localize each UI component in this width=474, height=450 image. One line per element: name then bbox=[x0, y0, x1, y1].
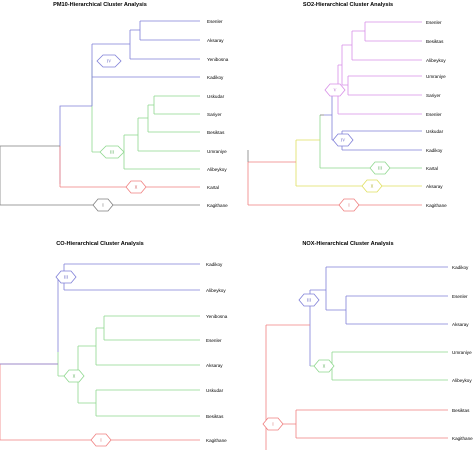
leaf-label: Kartal bbox=[426, 166, 438, 171]
leaf-label: Alibeykoy bbox=[207, 167, 227, 172]
cluster-ii-branch bbox=[295, 139, 422, 187]
leaf-label: Aksaray bbox=[207, 38, 224, 43]
leaf-label: Aksaray bbox=[452, 322, 469, 327]
leaf-label: Esenler bbox=[207, 19, 223, 24]
cluster-badge-iii: III bbox=[369, 161, 391, 175]
leaf-label: Esenler bbox=[452, 294, 468, 299]
panel-co: CO-Hierarchical Cluster Analysis Kadikoy… bbox=[0, 241, 228, 447]
leaf-label: Besiktas bbox=[206, 414, 224, 419]
leaf-label: Besiktas bbox=[426, 39, 444, 44]
leaf-label: Umraniye bbox=[426, 74, 446, 79]
panel-pm10: PM10-Hierarchical Cluster Analysis Esenl… bbox=[0, 2, 229, 212]
leaf-label: Esenler bbox=[426, 20, 442, 25]
svg-text:I: I bbox=[348, 203, 350, 208]
leaf-label: Esenler bbox=[206, 338, 222, 343]
svg-text:III: III bbox=[64, 275, 69, 280]
leaf-label: Esenler bbox=[426, 112, 442, 117]
panel-title: SO2-Hierarchical Cluster Analysis bbox=[303, 2, 393, 8]
leaf-label: Alibeykoy bbox=[452, 378, 472, 383]
leaf-label: Kadikoy bbox=[426, 148, 443, 153]
cluster-badge-ii: II bbox=[361, 179, 383, 193]
cluster-badge-i: I bbox=[90, 433, 112, 447]
cluster-iv-branches bbox=[91, 20, 200, 78]
leaf-label: Kagithane bbox=[206, 438, 227, 443]
svg-text:I: I bbox=[100, 438, 102, 443]
cluster-v-branches bbox=[332, 21, 422, 115]
leaf-label: Kagithane bbox=[207, 203, 228, 208]
leaf-label: Uskudar bbox=[426, 129, 444, 134]
leaf-label: Aksaray bbox=[426, 184, 443, 189]
leaf-label: Umraniye bbox=[452, 350, 472, 355]
leaf-label: Kadikoy bbox=[207, 75, 224, 80]
panel-so2: SO2-Hierarchical Cluster Analysis Esenle… bbox=[247, 2, 447, 212]
leaf-label: Sariyer bbox=[207, 112, 222, 117]
leaf-label: Aksaray bbox=[206, 363, 223, 368]
leaf-label: Yenibosna bbox=[206, 314, 228, 319]
leaf-label: Kagithane bbox=[452, 436, 473, 441]
leaf-label: Umraniye bbox=[207, 149, 227, 154]
leaf-label: Yenibosna bbox=[207, 57, 229, 62]
leaf-label: Besiktas bbox=[207, 130, 225, 135]
leaf-label: Besiktas bbox=[452, 408, 470, 413]
svg-text:III: III bbox=[307, 298, 312, 303]
leaf-label: Kadikoy bbox=[206, 262, 223, 267]
svg-text:II: II bbox=[371, 184, 374, 189]
leaf-label: Sariyer bbox=[426, 93, 441, 98]
cluster-i-branches bbox=[265, 324, 448, 450]
leaf-label: Kartal bbox=[207, 185, 219, 190]
cluster-badge-ii: II bbox=[313, 359, 335, 373]
cluster-badge-iii: III bbox=[298, 293, 320, 307]
cluster-i-branch bbox=[0, 363, 200, 441]
svg-text:II: II bbox=[323, 364, 326, 369]
cluster-badge-iv: IV bbox=[332, 133, 354, 147]
svg-text:III: III bbox=[110, 150, 115, 155]
cluster-badge-i: I bbox=[92, 198, 114, 212]
svg-text:III: III bbox=[378, 166, 383, 171]
cluster-badge-ii: II bbox=[63, 369, 85, 383]
cluster-badge-i: I bbox=[262, 417, 284, 431]
cluster-badge-iii: III bbox=[99, 145, 125, 159]
leaf-label: Uskudar bbox=[207, 94, 225, 99]
svg-text:I: I bbox=[102, 203, 104, 208]
cluster-badge-iv: IV bbox=[96, 54, 122, 68]
cluster-badge-ii: II bbox=[125, 180, 147, 194]
svg-text:II: II bbox=[73, 374, 76, 379]
panel-title: PM10-Hierarchical Cluster Analysis bbox=[53, 2, 147, 8]
svg-text:V: V bbox=[333, 88, 337, 93]
cluster-ii-branch bbox=[59, 146, 200, 188]
cluster-badge-iii: III bbox=[55, 270, 77, 284]
cluster-badge-v: V bbox=[324, 83, 346, 97]
panel-title: CO-Hierarchical Cluster Analysis bbox=[56, 241, 143, 247]
leaf-label: Kagithane bbox=[426, 203, 447, 208]
svg-text:II: II bbox=[135, 185, 138, 190]
leaf-label: Alibeykoy bbox=[206, 288, 226, 293]
upper-join-branch bbox=[59, 60, 93, 184]
panel-title: NOX-Hierarchical Cluster Analysis bbox=[302, 241, 393, 247]
leaf-label: Alibeykoy bbox=[426, 58, 446, 63]
cluster-iii-branches bbox=[310, 266, 448, 325]
svg-text:IV: IV bbox=[341, 138, 346, 143]
leaf-label: Kadikoy bbox=[452, 265, 469, 270]
svg-text:IV: IV bbox=[107, 59, 112, 64]
svg-text:I: I bbox=[272, 422, 274, 427]
leaf-label: Uskudar bbox=[206, 388, 224, 393]
cluster-badge-i: I bbox=[338, 198, 360, 212]
cluster-i-branch bbox=[0, 145, 200, 206]
cluster-ii-branches bbox=[58, 315, 200, 417]
cluster-iii-branches bbox=[57, 263, 200, 352]
cluster-i-branch bbox=[247, 161, 422, 206]
panel-nox: NOX-Hierarchical Cluster Analysis Kadiko… bbox=[262, 241, 473, 450]
